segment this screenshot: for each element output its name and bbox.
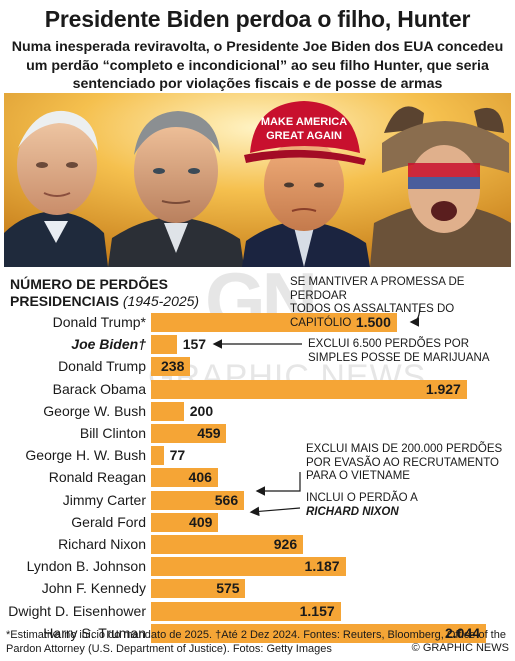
bar-bill-clinton	[151, 424, 227, 443]
annotation-line: POR EVASÃO AO RECRUTAMENTO	[306, 456, 499, 469]
annotation-line: PARA O VIETNAME	[306, 470, 410, 482]
row-label-donald-trump: Donald Trump	[58, 358, 146, 375]
value-label-dwight-d-eisenhower: 1.157	[299, 602, 335, 619]
annotation-line: EXCLUI MAIS DE 200.000 PERDÕES	[306, 443, 503, 455]
row-label-joe-biden: Joe Biden†	[71, 336, 146, 353]
value-label-george-w-bush: 200	[189, 402, 214, 419]
row-label-richard-nixon: Richard Nixon	[58, 536, 146, 552]
row-label-george-h-w-bush: George H. W. Bush	[25, 447, 146, 464]
value-label-george-h-w-bush: 77	[169, 447, 186, 464]
annotation-joe-biden: EXCLUI 6.500 PERDÕES POR SIMPLES POSSE DE…	[308, 338, 490, 365]
row-label-george-w-bush: George W. Bush	[43, 402, 146, 419]
value-label-bill-clinton: 459	[197, 425, 221, 441]
annotation-jimmy-carter: EXCLUI MAIS DE 200.000 PERDÕES POR EVASÃO…	[306, 443, 502, 484]
bar-george-w-bush	[151, 401, 184, 421]
hat-line-2: GREAT AGAIN	[266, 130, 342, 142]
annotation-line: SIMPLES POSSE DE MARIJUANA	[308, 351, 490, 364]
value-label-lyndon-b-johnson: 1.187	[304, 558, 340, 575]
value-label-donald-trump: 1.500	[355, 314, 391, 330]
row-label-gerald-ford: Gerald Ford	[71, 513, 146, 530]
row-label-john-f-kennedy: John F. Kennedy	[41, 580, 146, 597]
row-label-donald-trump: Donald Trump*	[52, 314, 146, 330]
annotation-gerald-ford: INCLUI O PERDÃO A RICHARD NIXON	[306, 492, 418, 519]
annotation-line: TODOS OS ASSALTANTES DO CAPITÓLIO	[290, 303, 455, 329]
value-label-gerald-ford: 409	[189, 513, 213, 530]
annotation-donald-trump: SE MANTIVER A PROMESSA DE PERDOAR TODOS O…	[290, 276, 515, 330]
bar-joe-biden	[151, 335, 177, 355]
bar-gerald-ford	[151, 512, 219, 532]
value-label-richard-nixon: 926	[273, 536, 298, 552]
photo-montage: MAKE AMERICA GREAT AGAIN	[4, 93, 511, 267]
footer-sources: *Estimativa no início do mandato de 2025…	[6, 629, 506, 655]
bar-donald-trump	[151, 313, 397, 332]
bar-barack-obama	[151, 379, 467, 399]
donald-trump-portrait-icon: MAKE AMERICA GREAT AGAIN	[242, 101, 370, 267]
value-label-john-f-kennedy: 575	[216, 580, 240, 597]
chart-title-line-1: NÚMERO DE PERDÕES	[10, 276, 168, 292]
row-label-bill-clinton: Bill Clinton	[79, 425, 146, 441]
row-label-dwight-d-eisenhower: Dwight D. Eisenhower	[8, 602, 146, 619]
bar-richard-nixon	[151, 535, 303, 554]
photo-montage-art: MAKE AMERICA GREAT AGAIN	[4, 93, 511, 267]
capitol-rioter-portrait-icon	[370, 106, 511, 267]
chart-title-range: (1945-2025)	[122, 293, 200, 309]
annotation-line: INCLUI O PERDÃO A	[306, 492, 418, 504]
row-label-lyndon-b-johnson: Lyndon B. Johnson	[26, 558, 146, 575]
row-label-barack-obama: Barack Obama	[52, 380, 146, 397]
annotation-arrow	[249, 506, 301, 517]
value-label-joe-biden: 157	[182, 336, 207, 353]
bar-john-f-kennedy	[151, 579, 246, 599]
value-label-ronald-reagan: 406	[188, 469, 212, 486]
annotation-emphasis: RICHARD NIXON	[306, 505, 399, 518]
page-subtitle: Numa inesperada reviravolta, o President…	[11, 39, 504, 92]
value-label-donald-trump: 238	[161, 358, 185, 375]
value-label-jimmy-carter: 566	[214, 491, 239, 508]
annotation-arrow	[255, 472, 301, 496]
annotation-line: SE MANTIVER A PROMESSA DE PERDOAR	[290, 276, 465, 302]
row-label-ronald-reagan: Ronald Reagan	[48, 469, 146, 486]
value-label-harry-s-truman: 2.044	[445, 624, 481, 641]
bar-dwight-d-eisenhower	[151, 601, 341, 621]
bar-jimmy-carter	[151, 490, 244, 510]
value-label-barack-obama: 1.927	[425, 380, 461, 397]
annotation-line: EXCLUI 6.500 PERDÕES POR	[308, 338, 470, 350]
bar-harry-s-truman	[151, 623, 486, 643]
page-title: Presidente Biden perdoa o filho, Hunter	[44, 6, 471, 32]
hunter-biden-portrait-icon	[108, 111, 244, 267]
row-label-jimmy-carter: Jimmy Carter	[62, 491, 146, 508]
bar-ronald-reagan	[151, 468, 218, 488]
row-label-harry-s-truman: Harry S. Truman	[43, 624, 146, 641]
chart-title-line-2: PRESIDENCIAIS	[10, 293, 119, 309]
footer-credit: © GRAPHIC NEWS	[411, 642, 509, 654]
bar-lyndon-b-johnson	[151, 557, 346, 577]
joe-biden-portrait-icon	[4, 110, 108, 267]
hat-line-1: MAKE AMERICA	[261, 116, 347, 128]
bar-george-h-w-bush	[151, 446, 164, 466]
chart-title: NÚMERO DE PERDÕES PRESIDENCIAIS (1945-20…	[10, 276, 199, 310]
bar-donald-trump	[151, 357, 190, 377]
